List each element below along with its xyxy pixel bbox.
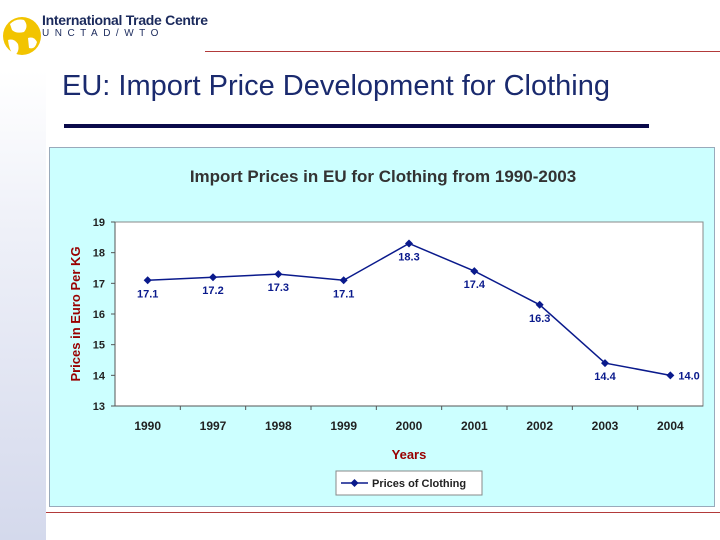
x-tick-label: 2000 [396,419,423,433]
chart-frame: Import Prices in EU for Clothing from 19… [49,147,715,507]
x-tick-label: 1998 [265,419,292,433]
y-tick-label: 14 [93,370,106,382]
data-label: 16.3 [529,313,550,325]
data-label: 17.4 [464,279,486,291]
data-point-marker [535,300,544,309]
footer-divider [46,512,720,513]
org-subtitle: UNCTAD/WTO [42,28,164,39]
x-tick-label: 2003 [592,419,619,433]
slide-title: EU: Import Price Development for Clothin… [62,70,610,102]
y-tick-label: 13 [93,401,105,413]
globe-logo-icon [3,11,41,56]
legend-marker [350,479,359,487]
data-point-marker [143,276,152,285]
left-decorative-band [0,70,46,540]
header: International Trade Centre UNCTAD/WTO [0,0,720,70]
x-tick-label: 1990 [134,419,161,433]
data-point-marker [601,359,609,368]
y-tick-label: 18 [93,248,105,260]
data-label: 18.3 [398,251,419,263]
data-point-marker [405,239,413,248]
data-point-marker [666,371,675,380]
data-point-marker [470,267,479,276]
y-tick-label: 16 [93,309,105,321]
y-axis-ticks: 13 14 15 16 17 18 19 [93,217,115,413]
x-tick-label: 1997 [200,419,227,433]
data-label: 17.1 [333,288,354,300]
legend-label: Prices of Clothing [372,478,466,490]
x-axis-title: Years [392,447,427,462]
data-label: 14.4 [594,371,616,383]
data-label: 14.0 [678,370,699,382]
x-tick-label: 2004 [657,419,684,433]
legend: Prices of Clothing [335,470,483,496]
data-label: 17.2 [202,285,223,297]
data-label: 17.1 [137,288,158,300]
title-underline [64,124,649,128]
org-name: International Trade Centre [42,12,208,28]
header-divider [205,51,720,52]
y-tick-label: 19 [93,217,105,229]
data-point-marker [339,276,348,285]
line-chart: Import Prices in EU for Clothing from 19… [68,167,704,496]
series-group: 17.1 17.2 17.3 17.1 18.3 17.4 16.3 14.4 14.0 [137,239,700,383]
x-tick-label: 1999 [330,419,357,433]
data-point-marker [274,270,283,279]
x-tick-label: 2002 [526,419,553,433]
x-tick-label: 2001 [461,419,488,433]
data-label: 17.3 [268,282,289,294]
chart-title: Import Prices in EU for Clothing from 19… [190,167,576,186]
y-axis-title: Prices in Euro Per KG [68,246,83,381]
x-axis-ticks: 1990 1997 1998 1999 2000 2001 2002 2003 2004 [134,406,684,433]
y-tick-label: 15 [93,340,105,352]
data-point-marker [209,273,217,282]
plot-area [114,221,704,407]
y-tick-label: 17 [93,278,105,290]
